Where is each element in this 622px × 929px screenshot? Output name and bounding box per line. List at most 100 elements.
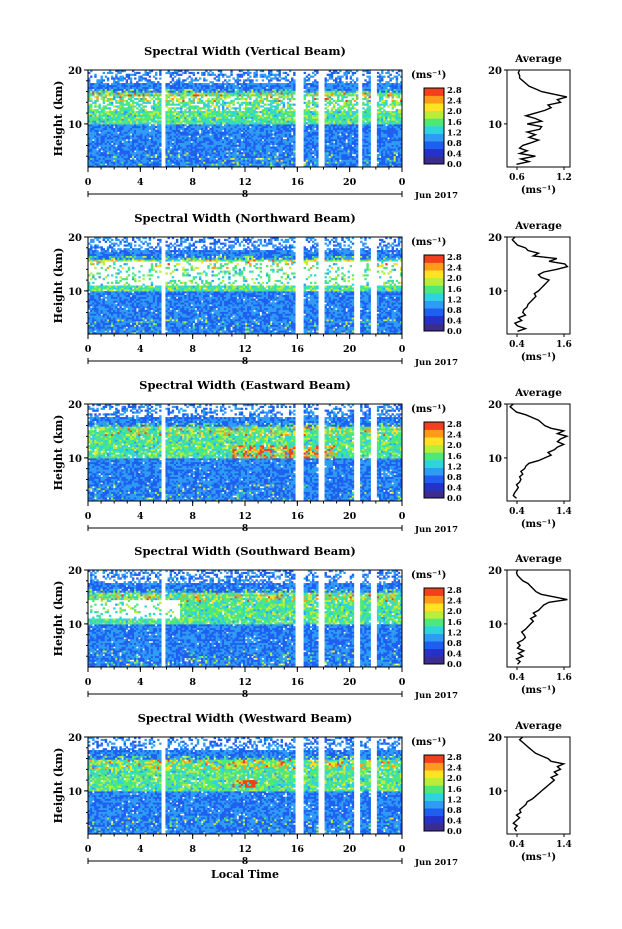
heatmap-cell bbox=[107, 100, 109, 102]
heatmap-cell bbox=[291, 137, 293, 139]
heatmap-cell bbox=[176, 85, 178, 87]
heatmap-cell bbox=[180, 83, 182, 85]
heatmap-cell bbox=[327, 74, 329, 76]
heatmap-cell bbox=[191, 158, 193, 160]
heatmap-cell bbox=[329, 156, 331, 158]
heatmap-cell bbox=[109, 100, 111, 102]
heatmap-cell bbox=[237, 79, 239, 81]
heatmap-cell bbox=[178, 83, 180, 85]
heatmap-cell bbox=[180, 150, 182, 152]
heatmap-cell bbox=[92, 109, 94, 111]
heatmap-cell bbox=[182, 156, 184, 158]
heatmap-cell bbox=[121, 124, 123, 126]
heatmap-cell bbox=[327, 119, 329, 121]
heatmap-cell bbox=[193, 74, 195, 76]
heatmap-cell bbox=[157, 124, 159, 126]
heatmap-cell bbox=[128, 128, 130, 130]
heatmap-cell bbox=[285, 135, 287, 137]
heatmap-cell bbox=[136, 154, 138, 156]
heatmap-cell bbox=[157, 161, 159, 163]
heatmap-cell bbox=[103, 96, 105, 98]
heatmap-cell bbox=[247, 124, 249, 126]
heatmap-cell bbox=[310, 124, 312, 126]
heatmap-cell bbox=[117, 135, 119, 137]
heatmap-cell bbox=[285, 156, 287, 158]
heatmap-cell bbox=[270, 120, 272, 122]
heatmap-cell bbox=[343, 133, 345, 135]
heatmap-cell bbox=[96, 98, 98, 100]
heatmap-cell bbox=[268, 79, 270, 81]
heatmap-cell bbox=[199, 133, 201, 135]
heatmap-cell bbox=[132, 91, 134, 93]
heatmap-cell bbox=[291, 111, 293, 113]
heatmap-cell bbox=[136, 102, 138, 104]
heatmap-cell bbox=[339, 77, 341, 79]
heatmap-cell bbox=[291, 119, 293, 121]
heatmap-cell bbox=[119, 122, 121, 124]
heatmap-cell bbox=[343, 102, 345, 104]
heatmap-cell bbox=[180, 94, 182, 96]
heatmap-cell bbox=[272, 161, 274, 163]
heatmap-cell bbox=[285, 92, 287, 94]
heatmap-cell bbox=[128, 146, 130, 148]
heatmap-cell bbox=[289, 83, 291, 85]
heatmap-cell bbox=[188, 156, 190, 158]
heatmap-cell bbox=[92, 85, 94, 87]
heatmap-cell bbox=[109, 115, 111, 117]
heatmap-cell bbox=[278, 132, 280, 134]
heatmap-cell bbox=[193, 92, 195, 94]
heatmap-cell bbox=[126, 113, 128, 115]
heatmap-cell bbox=[285, 126, 287, 128]
heatmap-cell bbox=[94, 126, 96, 128]
heatmap-cell bbox=[182, 81, 184, 83]
heatmap-cell bbox=[182, 111, 184, 113]
heatmap-cell bbox=[178, 100, 180, 102]
heatmap-cell bbox=[314, 109, 316, 111]
heatmap-cell bbox=[195, 105, 197, 107]
heatmap-cell bbox=[253, 76, 255, 78]
heatmap-cell bbox=[109, 156, 111, 158]
heatmap-cell bbox=[264, 130, 266, 132]
heatmap-cell bbox=[247, 74, 249, 76]
heatmap-cell bbox=[128, 133, 130, 135]
heatmap-cell bbox=[251, 119, 253, 121]
heatmap-cell bbox=[115, 102, 117, 104]
heatmap-cell bbox=[258, 117, 260, 119]
heatmap-cell bbox=[209, 158, 211, 160]
heatmap-cell bbox=[105, 146, 107, 148]
heatmap-cell bbox=[172, 160, 174, 162]
heatmap-cell bbox=[239, 148, 241, 150]
heatmap-cell bbox=[235, 128, 237, 130]
heatmap-cell bbox=[134, 126, 136, 128]
heatmap-cell bbox=[214, 94, 216, 96]
heatmap-cell bbox=[128, 113, 130, 115]
heatmap-cell bbox=[312, 141, 314, 143]
heatmap-cell bbox=[218, 158, 220, 160]
heatmap-cell bbox=[243, 146, 245, 148]
heatmap-cell bbox=[335, 81, 337, 83]
heatmap-cell bbox=[289, 141, 291, 143]
heatmap-cell bbox=[214, 111, 216, 113]
heatmap-cell bbox=[341, 158, 343, 160]
heatmap-cell bbox=[274, 91, 276, 93]
heatmap-cell bbox=[168, 150, 170, 152]
heatmap-cell bbox=[232, 128, 234, 130]
heatmap-cell bbox=[121, 120, 123, 122]
heatmap-cell bbox=[276, 111, 278, 113]
heatmap-cell bbox=[308, 105, 310, 107]
heatmap-cell bbox=[111, 85, 113, 87]
heatmap-cell bbox=[287, 139, 289, 141]
heatmap-cell bbox=[132, 74, 134, 76]
heatmap-cell bbox=[331, 120, 333, 122]
heatmap-cell bbox=[138, 76, 140, 78]
heatmap-cell bbox=[212, 150, 214, 152]
heatmap-cell bbox=[107, 79, 109, 81]
heatmap-cell bbox=[188, 141, 190, 143]
heatmap-cell bbox=[251, 120, 253, 122]
heatmap-cell bbox=[289, 128, 291, 130]
heatmap-cell bbox=[260, 160, 262, 162]
heatmap-cell bbox=[151, 154, 153, 156]
heatmap-cell bbox=[241, 85, 243, 87]
heatmap-cell bbox=[212, 120, 214, 122]
heatmap-cell bbox=[119, 113, 121, 115]
